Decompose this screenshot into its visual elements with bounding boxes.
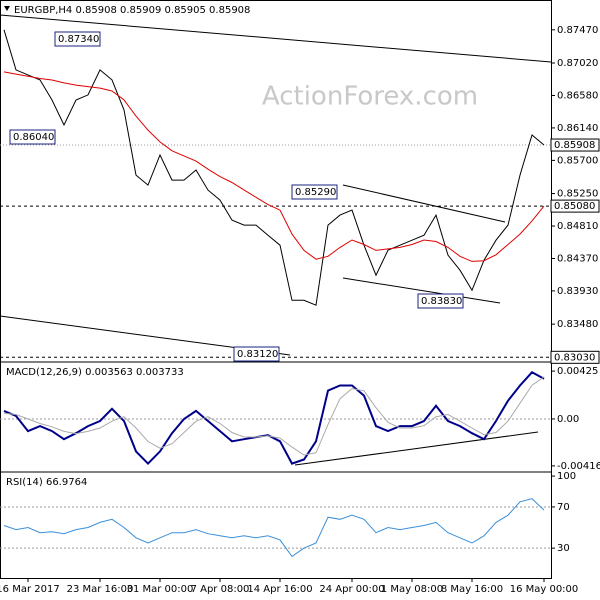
level-box	[550, 350, 600, 364]
x-tick-label: 24 Apr 00:00	[319, 584, 384, 595]
x-tick-label: 16 May 00:00	[510, 584, 579, 595]
y-tick-label: 0.84810	[557, 221, 598, 232]
annotation: 0.85290	[295, 187, 336, 198]
series-line	[3, 371, 545, 466]
x-tick-label: 31 Mar 00:00	[127, 584, 194, 595]
annotation-box	[54, 31, 101, 47]
trend-line	[342, 184, 506, 223]
trend-line	[294, 431, 539, 466]
annotation-box	[417, 293, 464, 309]
annotation: 0.86040	[13, 132, 54, 143]
level-box	[550, 199, 600, 213]
series-line	[3, 498, 545, 558]
trend-line	[0, 14, 552, 63]
series-line	[3, 376, 545, 456]
x-tick-label: 1 May 08:00	[381, 584, 443, 595]
watermark: ActionForex.com	[262, 82, 478, 112]
panel-title: MACD(12,26,9) 0.003563 0.003733	[6, 367, 184, 378]
y-tick-label: 100	[557, 471, 576, 482]
x-tick-label: 16 Mar 2017	[0, 584, 60, 595]
y-tick-label: 0.85700	[557, 155, 598, 166]
y-tick-label: 0.84370	[557, 253, 598, 264]
chart-title: EURGBP,H4 0.85908 0.85909 0.85905 0.8590…	[14, 5, 250, 16]
annotation-box	[233, 346, 280, 362]
x-tick-label: 14 Apr 16:00	[247, 584, 312, 595]
y-tick-label: 0.87470	[557, 25, 598, 36]
level-label: 0.83030	[554, 352, 595, 363]
trend-line	[342, 277, 501, 304]
y-tick-label: 70	[557, 502, 570, 513]
y-tick-label: 0.83930	[557, 286, 598, 297]
x-tick-label: 23 Mar 16:00	[67, 584, 134, 595]
y-tick-label: 0.86140	[557, 123, 598, 134]
y-tick-label: 0.00	[557, 414, 579, 425]
frame	[0, 0, 552, 579]
level-box	[550, 138, 600, 152]
annotation: 0.87340	[58, 34, 99, 45]
menu-arrow	[4, 6, 10, 11]
x-tick-label: 8 May 16:00	[441, 584, 503, 595]
y-tick-label: 0.85250	[557, 189, 598, 200]
y-tick-label: 30	[557, 543, 570, 554]
level-label: 0.85080	[554, 201, 595, 212]
annotation-box	[291, 184, 338, 200]
y-tick-label: 0.87020	[557, 58, 598, 69]
series-line	[3, 71, 545, 262]
y-tick-label: 0.00425	[557, 366, 598, 377]
x-tick-label: 7 Apr 08:00	[191, 584, 250, 595]
annotation: 0.83830	[421, 296, 462, 307]
panel-title: RSI(14) 66.9764	[6, 477, 87, 488]
annotation: 0.83120	[237, 349, 278, 360]
series-line	[3, 29, 545, 306]
level-label: 0.85908	[554, 140, 595, 151]
y-tick-label: 0.86580	[557, 90, 598, 101]
y-tick-label: -0.004167	[557, 461, 600, 472]
annotation-box	[9, 129, 56, 145]
y-tick-label: 0.83480	[557, 319, 598, 330]
